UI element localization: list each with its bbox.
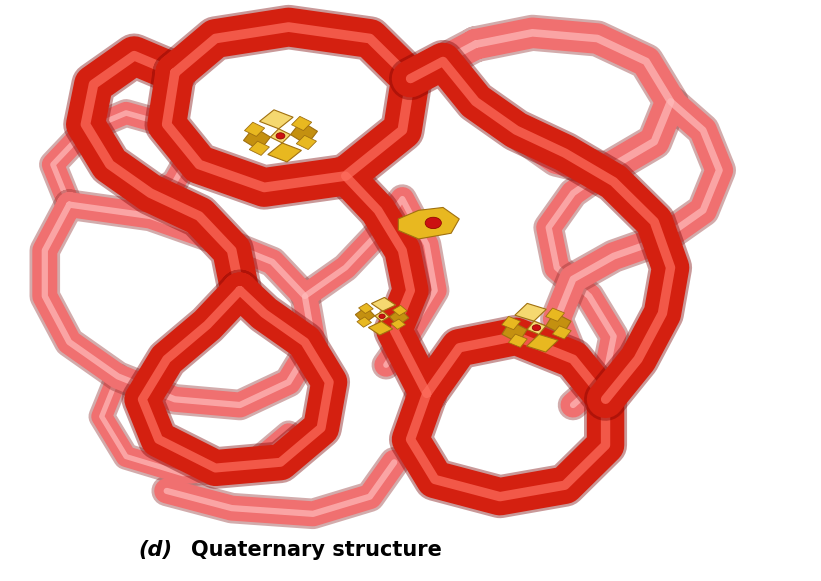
Polygon shape [553, 326, 571, 339]
Polygon shape [369, 321, 392, 335]
Polygon shape [374, 311, 389, 321]
Polygon shape [502, 321, 527, 343]
Polygon shape [357, 317, 371, 327]
Polygon shape [259, 110, 293, 129]
Polygon shape [389, 309, 409, 326]
Circle shape [276, 132, 285, 139]
Polygon shape [371, 297, 396, 311]
Polygon shape [546, 308, 565, 321]
Polygon shape [296, 135, 316, 149]
Circle shape [425, 217, 442, 229]
Polygon shape [391, 319, 406, 329]
Polygon shape [268, 143, 301, 162]
Text: Quaternary structure: Quaternary structure [191, 540, 442, 560]
Polygon shape [270, 129, 291, 143]
Polygon shape [526, 334, 558, 352]
Polygon shape [546, 313, 571, 335]
Polygon shape [502, 317, 521, 329]
Polygon shape [244, 127, 270, 150]
Polygon shape [245, 122, 264, 137]
Polygon shape [355, 307, 374, 324]
Polygon shape [508, 334, 527, 347]
Text: (d): (d) [138, 540, 172, 560]
Polygon shape [392, 306, 407, 315]
Circle shape [378, 314, 385, 318]
Circle shape [532, 325, 541, 331]
Polygon shape [398, 207, 459, 239]
Polygon shape [291, 121, 318, 145]
Polygon shape [527, 321, 546, 334]
Polygon shape [291, 116, 312, 131]
Polygon shape [515, 303, 546, 321]
Polygon shape [250, 141, 269, 155]
Polygon shape [359, 303, 374, 314]
